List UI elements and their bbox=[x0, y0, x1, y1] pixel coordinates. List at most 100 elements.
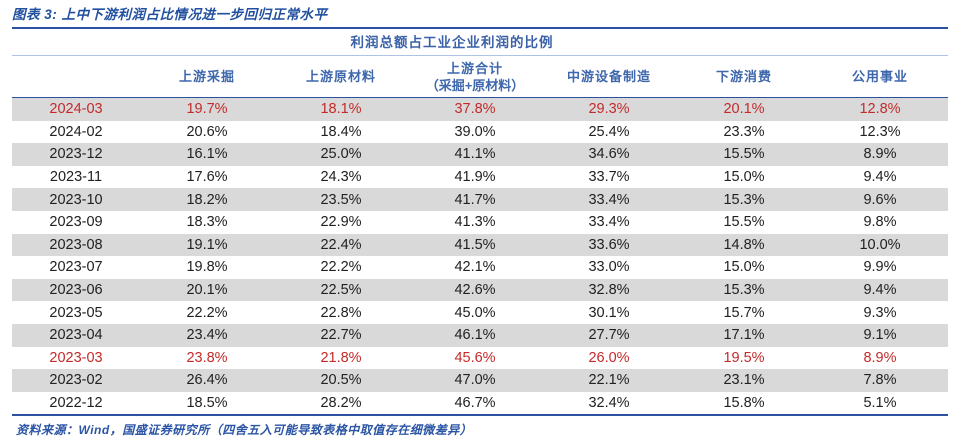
cell-upstream-total: 46.1% bbox=[454, 327, 496, 344]
cell-upstream-mining: 20.6% bbox=[186, 123, 228, 140]
cell-upstream-mining: 16.1% bbox=[186, 146, 228, 163]
table-row: 2023-08 19.1% 22.4% 41.5% 33.6% 14.8% 10… bbox=[12, 233, 948, 257]
cell-upstream-total: 42.6% bbox=[454, 282, 496, 299]
table-row: 2023-10 18.2% 23.5% 41.7% 33.4% 15.3% 9.… bbox=[12, 188, 948, 211]
cell-downstream-consumption: 15.8% bbox=[723, 395, 765, 412]
cell-upstream-materials: 22.8% bbox=[320, 304, 362, 321]
cell-utilities: 8.9% bbox=[863, 349, 897, 366]
cell-downstream-consumption: 23.1% bbox=[723, 372, 765, 389]
table-row: 2024-02 20.6% 18.4% 39.0% 25.4% 23.3% 12… bbox=[12, 120, 948, 144]
cell-date: 2023-12 bbox=[49, 146, 103, 163]
cell-utilities: 9.6% bbox=[863, 191, 897, 208]
cell-downstream-consumption: 19.5% bbox=[723, 349, 765, 366]
cell-midstream-equipment: 33.4% bbox=[588, 191, 630, 208]
cell-utilities: 9.3% bbox=[863, 304, 897, 321]
table-row: 2023-06 20.1% 22.5% 42.6% 32.8% 15.3% 9.… bbox=[12, 278, 948, 302]
cell-date: 2024-03 bbox=[49, 101, 103, 118]
cell-upstream-materials: 22.4% bbox=[320, 236, 362, 253]
cell-upstream-mining: 17.6% bbox=[186, 169, 228, 186]
cell-date: 2023-11 bbox=[49, 169, 103, 186]
cell-upstream-total: 41.5% bbox=[454, 236, 496, 253]
cell-midstream-equipment: 32.8% bbox=[588, 282, 630, 299]
table-row: 2023-07 19.8% 22.2% 42.1% 33.0% 15.0% 9.… bbox=[12, 256, 948, 279]
cell-date: 2023-02 bbox=[49, 372, 103, 389]
table-row: 2023-05 22.2% 22.8% 45.0% 30.1% 15.7% 9.… bbox=[12, 301, 948, 324]
cell-utilities: 12.8% bbox=[859, 101, 901, 118]
cell-upstream-mining: 19.7% bbox=[186, 101, 228, 118]
cell-upstream-total: 41.1% bbox=[454, 146, 496, 163]
cell-utilities: 7.8% bbox=[863, 372, 897, 389]
cell-upstream-mining: 23.4% bbox=[186, 327, 228, 344]
cell-upstream-total: 37.8% bbox=[454, 101, 496, 118]
cell-upstream-materials: 28.2% bbox=[320, 395, 362, 412]
cell-utilities: 5.1% bbox=[863, 395, 897, 412]
col-header-line: 上游合计 bbox=[446, 60, 503, 76]
table-row: 2023-11 17.6% 24.3% 41.9% 33.7% 15.0% 9.… bbox=[12, 165, 948, 189]
cell-downstream-consumption: 15.0% bbox=[723, 169, 765, 186]
cell-downstream-consumption: 15.7% bbox=[723, 304, 765, 321]
col-header-5: 公用事业 bbox=[812, 68, 948, 85]
col-header-line: 上游原材料 bbox=[305, 69, 376, 84]
cell-upstream-materials: 22.7% bbox=[320, 327, 362, 344]
cell-date: 2023-04 bbox=[49, 327, 103, 344]
cell-midstream-equipment: 34.6% bbox=[588, 146, 630, 163]
figure-title: 图表 3: 上中下游利润占比情况进一步回归正常水平 bbox=[12, 7, 328, 22]
cell-upstream-materials: 21.8% bbox=[320, 349, 362, 366]
source-note: 资料来源：Wind，国盛证券研究所（四舍五入可能导致表格中取值存在细微差异） bbox=[16, 423, 473, 438]
cell-date: 2023-08 bbox=[49, 236, 103, 253]
cell-upstream-mining: 18.5% bbox=[186, 395, 228, 412]
cell-upstream-materials: 22.9% bbox=[320, 214, 362, 231]
table-row: 2022-12 18.5% 28.2% 46.7% 32.4% 15.8% 5.… bbox=[12, 391, 948, 415]
cell-midstream-equipment: 33.0% bbox=[588, 259, 630, 276]
cell-midstream-equipment: 32.4% bbox=[588, 395, 630, 412]
cell-downstream-consumption: 20.1% bbox=[723, 101, 765, 118]
cell-midstream-equipment: 26.0% bbox=[588, 349, 630, 366]
cell-midstream-equipment: 22.1% bbox=[588, 372, 630, 389]
cell-downstream-consumption: 15.3% bbox=[723, 282, 765, 299]
table-row: 2024-03 19.7% 18.1% 37.8% 29.3% 20.1% 12… bbox=[12, 98, 948, 121]
cell-midstream-equipment: 29.3% bbox=[588, 101, 630, 118]
col-header-2: 上游合计 （采掘+原材料） bbox=[408, 60, 542, 94]
cell-downstream-consumption: 15.0% bbox=[723, 259, 765, 276]
cell-upstream-total: 42.1% bbox=[454, 259, 496, 276]
table-row: 2023-09 18.3% 22.9% 41.3% 33.4% 15.5% 9.… bbox=[12, 210, 948, 234]
cell-downstream-consumption: 14.8% bbox=[723, 236, 765, 253]
cell-upstream-total: 41.9% bbox=[454, 169, 496, 186]
col-header-line: 中游设备制造 bbox=[566, 69, 651, 84]
cell-midstream-equipment: 33.4% bbox=[588, 214, 630, 231]
cell-midstream-equipment: 25.4% bbox=[588, 123, 630, 140]
cell-upstream-total: 41.7% bbox=[454, 191, 496, 208]
cell-upstream-materials: 22.5% bbox=[320, 282, 362, 299]
cell-upstream-materials: 20.5% bbox=[320, 372, 362, 389]
table-row: 2023-02 26.4% 20.5% 47.0% 22.1% 23.1% 7.… bbox=[12, 369, 948, 392]
cell-midstream-equipment: 33.7% bbox=[588, 169, 630, 186]
col-header-line: 上游采掘 bbox=[178, 69, 235, 84]
col-header-line: 公用事业 bbox=[851, 69, 908, 84]
cell-utilities: 8.9% bbox=[863, 146, 897, 163]
cell-utilities: 10.0% bbox=[859, 236, 901, 253]
cell-upstream-mining: 19.1% bbox=[186, 236, 228, 253]
figure-container: 图表 3: 上中下游利润占比情况进一步回归正常水平 利润总额占工业企业利润的比例… bbox=[0, 3, 960, 438]
cell-downstream-consumption: 17.1% bbox=[723, 327, 765, 344]
col-header-line: 下游消费 bbox=[715, 69, 772, 84]
cell-upstream-materials: 25.0% bbox=[320, 146, 362, 163]
cell-upstream-total: 47.0% bbox=[454, 372, 496, 389]
cell-date: 2022-12 bbox=[49, 395, 103, 412]
col-header-3: 中游设备制造 bbox=[542, 68, 676, 85]
cell-upstream-total: 45.6% bbox=[454, 349, 496, 366]
cell-upstream-materials: 18.1% bbox=[320, 101, 362, 118]
cell-utilities: 9.8% bbox=[863, 214, 897, 231]
cell-utilities: 12.3% bbox=[859, 123, 901, 140]
cell-downstream-consumption: 23.3% bbox=[723, 123, 765, 140]
cell-date: 2023-06 bbox=[49, 282, 103, 299]
cell-midstream-equipment: 27.7% bbox=[588, 327, 630, 344]
cell-upstream-materials: 24.3% bbox=[320, 169, 362, 186]
cell-upstream-total: 46.7% bbox=[454, 395, 496, 412]
cell-midstream-equipment: 30.1% bbox=[588, 304, 630, 321]
cell-utilities: 9.1% bbox=[863, 327, 897, 344]
table-title: 利润总额占工业企业利润的比例 bbox=[12, 29, 948, 56]
cell-upstream-mining: 26.4% bbox=[186, 372, 228, 389]
table-body: 2024-03 19.7% 18.1% 37.8% 29.3% 20.1% 12… bbox=[12, 98, 948, 415]
cell-utilities: 9.4% bbox=[863, 282, 897, 299]
cell-date: 2024-02 bbox=[49, 123, 103, 140]
